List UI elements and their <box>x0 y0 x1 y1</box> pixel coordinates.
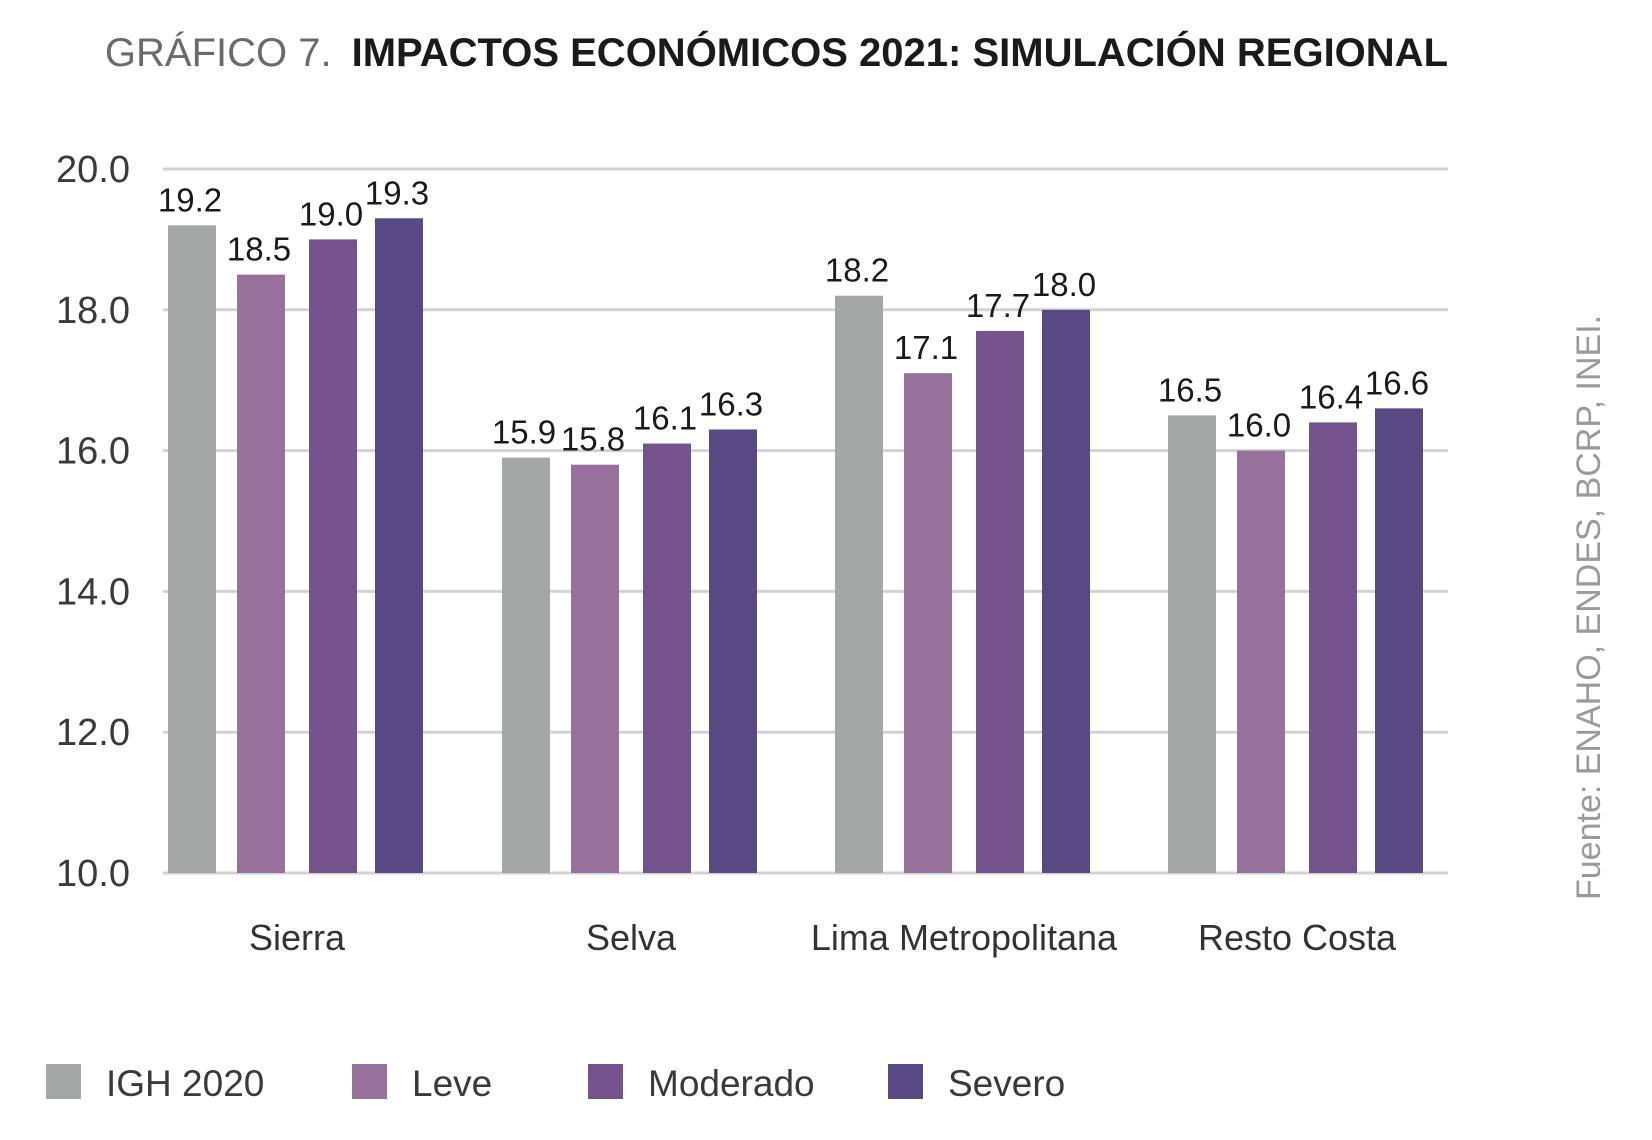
chart-title-main: IMPACTOS ECONÓMICOS 2021: SIMULACIÓN REG… <box>352 29 1448 75</box>
legend-label: Leve <box>412 1063 492 1104</box>
category-label: Lima Metropolitana <box>811 917 1118 958</box>
bar <box>643 443 691 873</box>
bar <box>168 225 216 873</box>
data-label: 16.4 <box>1299 378 1363 415</box>
bar <box>237 274 285 874</box>
bar <box>502 457 550 873</box>
data-label: 16.0 <box>1227 407 1291 444</box>
category-label: Sierra <box>249 917 346 958</box>
data-label: 19.2 <box>158 181 222 218</box>
bar <box>1309 422 1357 873</box>
data-label: 18.5 <box>227 231 291 268</box>
bar <box>309 239 357 873</box>
bar <box>709 429 757 873</box>
data-label: 16.3 <box>699 385 763 422</box>
data-label: 17.1 <box>894 329 958 366</box>
data-labels: 19.218.519.019.3 15.9 15.816.1 16.3 18.2 17.1… <box>158 174 1429 457</box>
y-tick-label: 16.0 <box>56 431 130 473</box>
y-tick-label: 14.0 <box>56 571 130 613</box>
bar <box>976 330 1024 873</box>
data-label: 15.8 <box>561 421 625 458</box>
category-label: Resto Costa <box>1198 917 1397 958</box>
bar <box>835 295 883 874</box>
category-label: Selva <box>586 917 677 958</box>
chart-title: GRÁFICO 7. IMPACTOS ECONÓMICOS 2021: SIM… <box>105 29 1448 75</box>
data-label: 15.9 <box>492 414 556 451</box>
y-tick-label: 10.0 <box>56 853 130 895</box>
chart-title-prefix: GRÁFICO 7. <box>105 30 332 75</box>
y-tick-label: 18.0 <box>56 290 130 332</box>
legend-swatch <box>352 1064 387 1099</box>
legend-label: Severo <box>948 1063 1065 1104</box>
data-label: 16.1 <box>633 400 697 437</box>
bar <box>1168 415 1216 873</box>
bar <box>904 373 952 873</box>
bar <box>1042 309 1090 873</box>
data-label: 17.7 <box>966 287 1030 324</box>
data-label: 16.5 <box>1158 371 1222 408</box>
data-label: 16.6 <box>1365 364 1429 401</box>
bar <box>1375 408 1423 873</box>
data-label: 18.2 <box>825 252 889 289</box>
y-axis-ticks: 10.0 12.0 14.0 16.0 18.0 20.0 <box>56 149 130 895</box>
data-label: 19.0 <box>299 195 363 232</box>
legend-swatch <box>588 1064 623 1099</box>
legend-label: Moderado <box>648 1063 815 1104</box>
bar <box>571 464 619 873</box>
source-note: Fuente: ENAHO, ENDES, BCRP, INEI. <box>1570 315 1608 900</box>
bars <box>168 218 1423 874</box>
x-axis-categories: Sierra Selva Lima Metropolitana Resto Costa <box>249 917 1397 958</box>
legend: IGH 2020 Leve Moderado Severo <box>46 1063 1065 1104</box>
legend-label: IGH 2020 <box>106 1063 264 1104</box>
data-label: 18.0 <box>1032 266 1096 303</box>
legend-swatch <box>888 1064 923 1099</box>
y-tick-label: 20.0 <box>56 149 130 191</box>
data-label: 19.3 <box>365 174 429 211</box>
legend-swatch <box>46 1064 81 1099</box>
y-tick-label: 12.0 <box>56 712 130 754</box>
bar <box>1237 450 1285 873</box>
bar <box>375 218 423 873</box>
